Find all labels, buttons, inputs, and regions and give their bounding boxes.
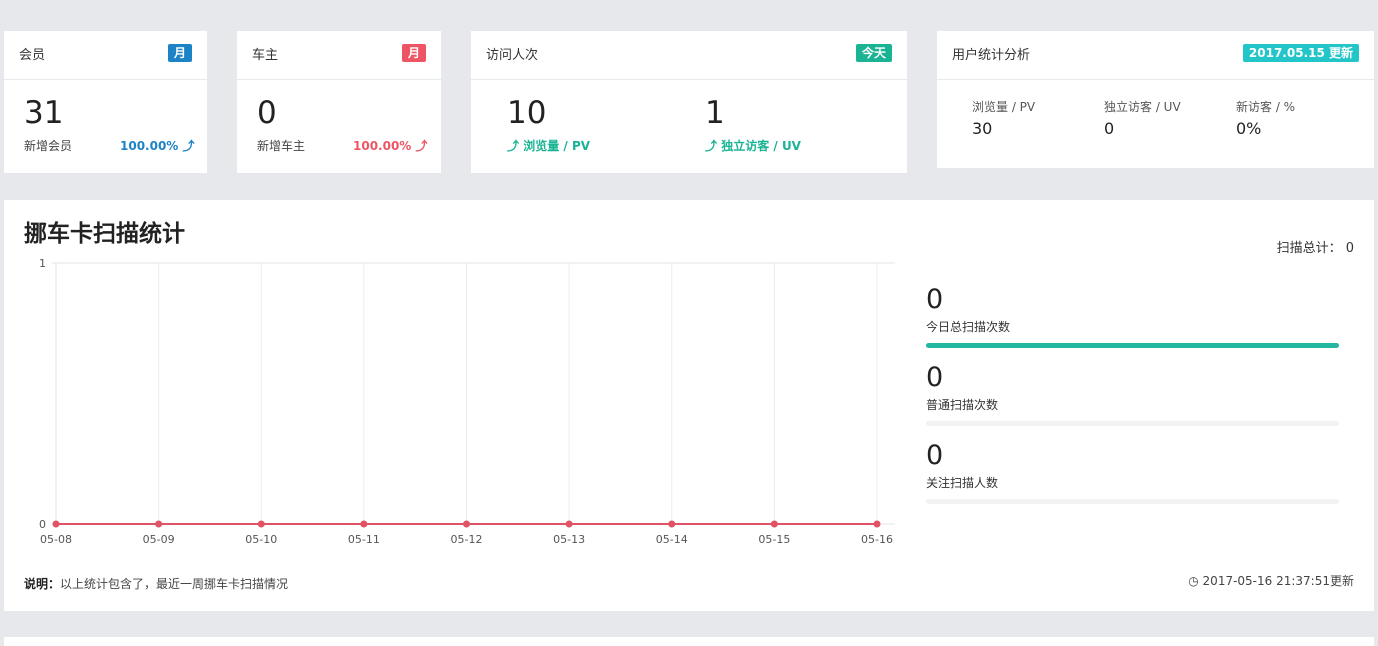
owner-card-title: 车主 bbox=[252, 48, 279, 63]
new-visitor-value: 0% bbox=[1236, 119, 1262, 138]
user-stats-card-header: 用户统计分析 2017.05.15 更新 bbox=[937, 31, 1374, 80]
follow-scan-progress bbox=[926, 499, 1339, 504]
member-percent-value: 100.00% bbox=[120, 139, 179, 153]
owner-count: 0 bbox=[257, 95, 277, 131]
x-tick-label: 05-14 bbox=[656, 533, 688, 546]
pv-total-label: 浏览量 / PV bbox=[972, 100, 1036, 114]
member-card-header: 会员 月 bbox=[4, 31, 207, 80]
x-tick-label: 05-13 bbox=[553, 533, 585, 546]
y-tick-label: 1 bbox=[39, 257, 46, 270]
visits-card: 访问人次 今天 10 ⤴ 浏览量 / PV 1 ⤴ 独立访客 / UV bbox=[471, 31, 907, 173]
scan-total: 扫描总计： 0 bbox=[1277, 237, 1354, 256]
today-scan-value: 0 bbox=[926, 284, 944, 315]
normal-scan-value: 0 bbox=[926, 362, 944, 393]
x-tick-label: 05-15 bbox=[758, 533, 790, 546]
user-stats-card-title: 用户统计分析 bbox=[952, 48, 1031, 63]
uv-count: 1 bbox=[705, 95, 725, 131]
follow-scan-value: 0 bbox=[926, 440, 944, 471]
normal-scan-stat: 0 普通扫描次数 bbox=[926, 362, 1339, 426]
x-tick-label: 05-10 bbox=[245, 533, 277, 546]
x-tick-label: 05-08 bbox=[40, 533, 72, 546]
new-member-label: 新增会员 bbox=[24, 139, 73, 153]
normal-scan-progress bbox=[926, 421, 1339, 426]
today-scan-label: 今日总扫描次数 bbox=[926, 320, 1011, 334]
owner-card: 车主 月 0 新增车主 100.00% ⤴ bbox=[237, 31, 441, 173]
y-tick-label: 0 bbox=[39, 518, 46, 531]
follow-scan-label: 关注扫描人数 bbox=[926, 476, 999, 490]
member-period-badge: 月 bbox=[167, 44, 192, 62]
uv-label-text: 独立访客 / UV bbox=[721, 139, 801, 153]
scan-chart-title: 挪车卡扫描统计 bbox=[24, 221, 185, 247]
note-text: 以上统计包含了，最近一周挪车卡扫描情况 bbox=[60, 577, 289, 591]
member-card-title: 会员 bbox=[19, 48, 46, 63]
user-stats-card: 用户统计分析 2017.05.15 更新 浏览量 / PV 30 独立访客 / … bbox=[937, 31, 1374, 168]
pv-label-text: 浏览量 / PV bbox=[523, 139, 591, 153]
member-count: 31 bbox=[24, 95, 64, 131]
scan-total-value: 0 bbox=[1345, 241, 1354, 256]
x-tick-label: 05-16 bbox=[861, 533, 893, 546]
scan-total-label: 扫描总计： bbox=[1276, 241, 1342, 256]
data-point bbox=[873, 520, 881, 528]
new-owner-label: 新增车主 bbox=[257, 139, 306, 153]
owner-percent: 100.00% ⤴ bbox=[353, 137, 428, 154]
scan-note: 说明：以上统计包含了，最近一周挪车卡扫描情况 bbox=[24, 575, 288, 592]
data-point bbox=[155, 520, 163, 528]
user-stats-update-badge: 2017.05.15 更新 bbox=[1242, 44, 1359, 62]
data-point bbox=[668, 520, 676, 528]
member-percent: 100.00% ⤴ bbox=[120, 137, 195, 154]
arrow-up-icon: ⤴ bbox=[415, 139, 428, 153]
uv-total-value: 0 bbox=[1104, 119, 1115, 138]
data-point bbox=[257, 520, 265, 528]
arrow-up-icon: ⤴ bbox=[705, 139, 718, 153]
x-tick-label: 05-09 bbox=[143, 533, 175, 546]
member-card: 会员 月 31 新增会员 100.00% ⤴ bbox=[4, 31, 207, 173]
data-point bbox=[52, 520, 60, 528]
normal-scan-label: 普通扫描次数 bbox=[926, 398, 999, 412]
pv-total-value: 30 bbox=[972, 119, 993, 138]
visits-period-badge: 今天 bbox=[855, 44, 892, 62]
today-scan-stat: 0 今日总扫描次数 bbox=[926, 284, 1339, 348]
scan-line-chart: 0 1 05-08 05-09 05-10 05-11 05-12 05-13 05-14 05-… bbox=[39, 257, 895, 546]
uv-total-label: 独立访客 / UV bbox=[1104, 100, 1181, 114]
data-point bbox=[463, 520, 470, 528]
clock-icon: ◷ bbox=[1188, 574, 1199, 588]
updated-time: ◷ 2017-05-16 21:37:51更新 bbox=[1188, 572, 1354, 589]
follow-scan-stat: 0 关注扫描人数 bbox=[926, 440, 1339, 504]
visits-card-header: 访问人次 今天 bbox=[471, 31, 907, 80]
data-point bbox=[770, 520, 778, 528]
x-tick-label: 05-12 bbox=[451, 533, 483, 546]
owner-percent-value: 100.00% bbox=[353, 139, 412, 153]
data-point bbox=[565, 520, 573, 528]
today-scan-progress-fill bbox=[926, 343, 1339, 348]
new-visitor-label: 新访客 / % bbox=[1236, 100, 1296, 114]
owner-period-badge: 月 bbox=[401, 44, 426, 62]
pv-count: 10 bbox=[507, 95, 547, 131]
x-tick-label: 05-11 bbox=[348, 533, 380, 546]
today-scan-progress bbox=[926, 343, 1339, 348]
scan-stats-panel: 挪车卡扫描统计 扫描总计： 0 0 1 05-08 05-09 05-10 05-11 05… bbox=[4, 200, 1374, 611]
next-panel bbox=[4, 637, 1374, 646]
pv-label: ⤴ 浏览量 / PV bbox=[507, 137, 590, 154]
data-point bbox=[360, 520, 368, 528]
note-label: 说明： bbox=[24, 577, 61, 591]
owner-card-header: 车主 月 bbox=[237, 31, 441, 80]
visits-card-title: 访问人次 bbox=[486, 48, 539, 63]
arrow-up-icon: ⤴ bbox=[182, 139, 195, 153]
arrow-up-icon: ⤴ bbox=[507, 139, 520, 153]
uv-label: ⤴ 独立访客 / UV bbox=[705, 137, 801, 154]
updated-time-text: 2017-05-16 21:37:51更新 bbox=[1202, 574, 1354, 588]
